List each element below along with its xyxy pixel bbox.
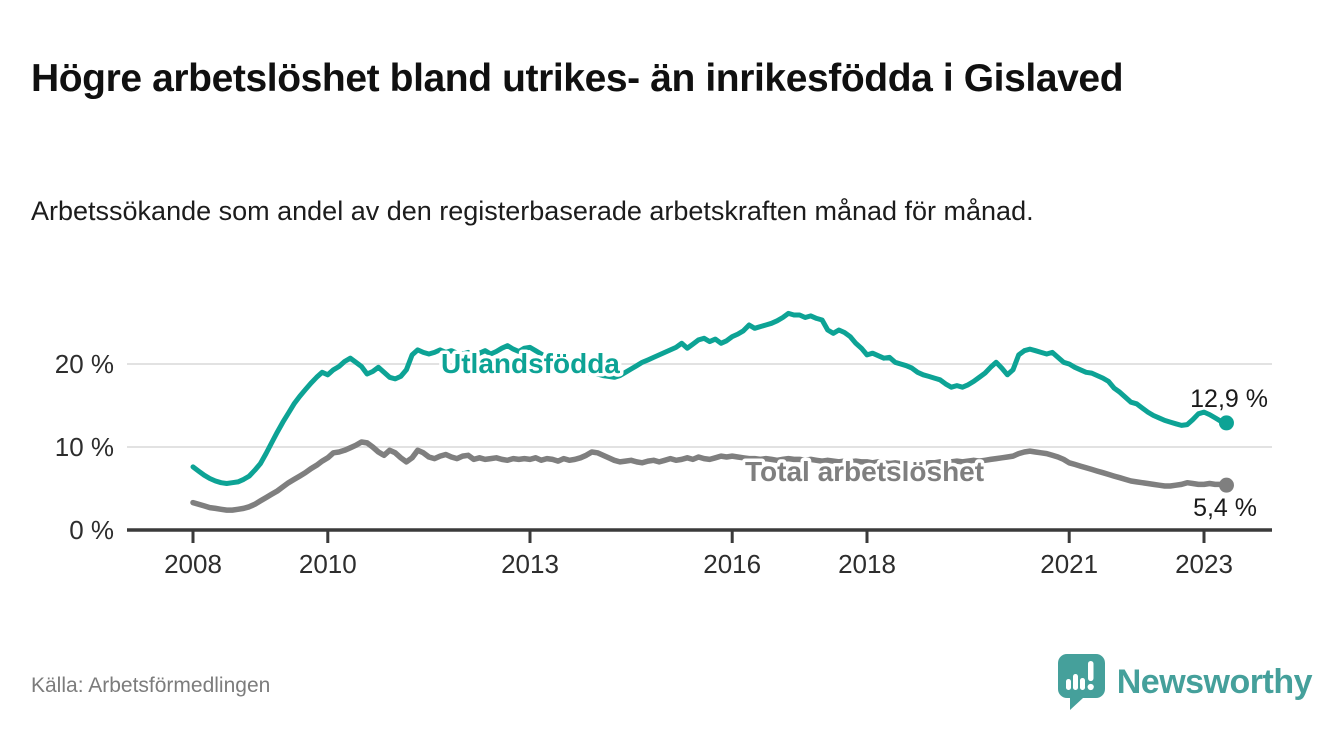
source-note: Källa: Arbetsförmedlingen: [31, 674, 271, 697]
x-axis-label-2013: 2013: [501, 549, 559, 579]
series-line-utlandsfodda: [190, 310, 1229, 486]
newsworthy-logo-icon: [1057, 654, 1105, 710]
series-end-label-total: 5,4 %: [1193, 494, 1257, 522]
y-axis-label-20: 20 %: [55, 349, 114, 379]
x-axis-label-2016: 2016: [703, 549, 761, 579]
series-end-dot-utlandsfodda: [1218, 415, 1234, 431]
series-label-utlandsfodda: Utlandsfödda: [441, 348, 620, 379]
x-axis-label-2023: 2023: [1175, 549, 1233, 579]
x-axis-label-2021: 2021: [1040, 549, 1098, 579]
x-axis-label-2018: 2018: [838, 549, 896, 579]
series-label-total: Total arbetslöshet: [745, 456, 984, 487]
y-axis-label-10: 10 %: [55, 432, 114, 462]
x-axis-label-2010: 2010: [299, 549, 357, 579]
y-axis-label-0: 0 %: [69, 515, 114, 545]
page-title: Högre arbetslöshet bland utrikes- än inr…: [31, 57, 1124, 101]
series-end-dot-total: [1218, 477, 1234, 493]
series-end-label-utlandsfodda: 12,9 %: [1190, 385, 1268, 413]
x-axis-label-2008: 2008: [164, 549, 222, 579]
newsworthy-logo: Newsworthy: [1057, 653, 1313, 711]
newsworthy-logo-text: Newsworthy: [1116, 662, 1313, 701]
page-subtitle: Arbetssökande som andel av den registerb…: [31, 196, 1034, 226]
series-line-total: [190, 439, 1230, 513]
